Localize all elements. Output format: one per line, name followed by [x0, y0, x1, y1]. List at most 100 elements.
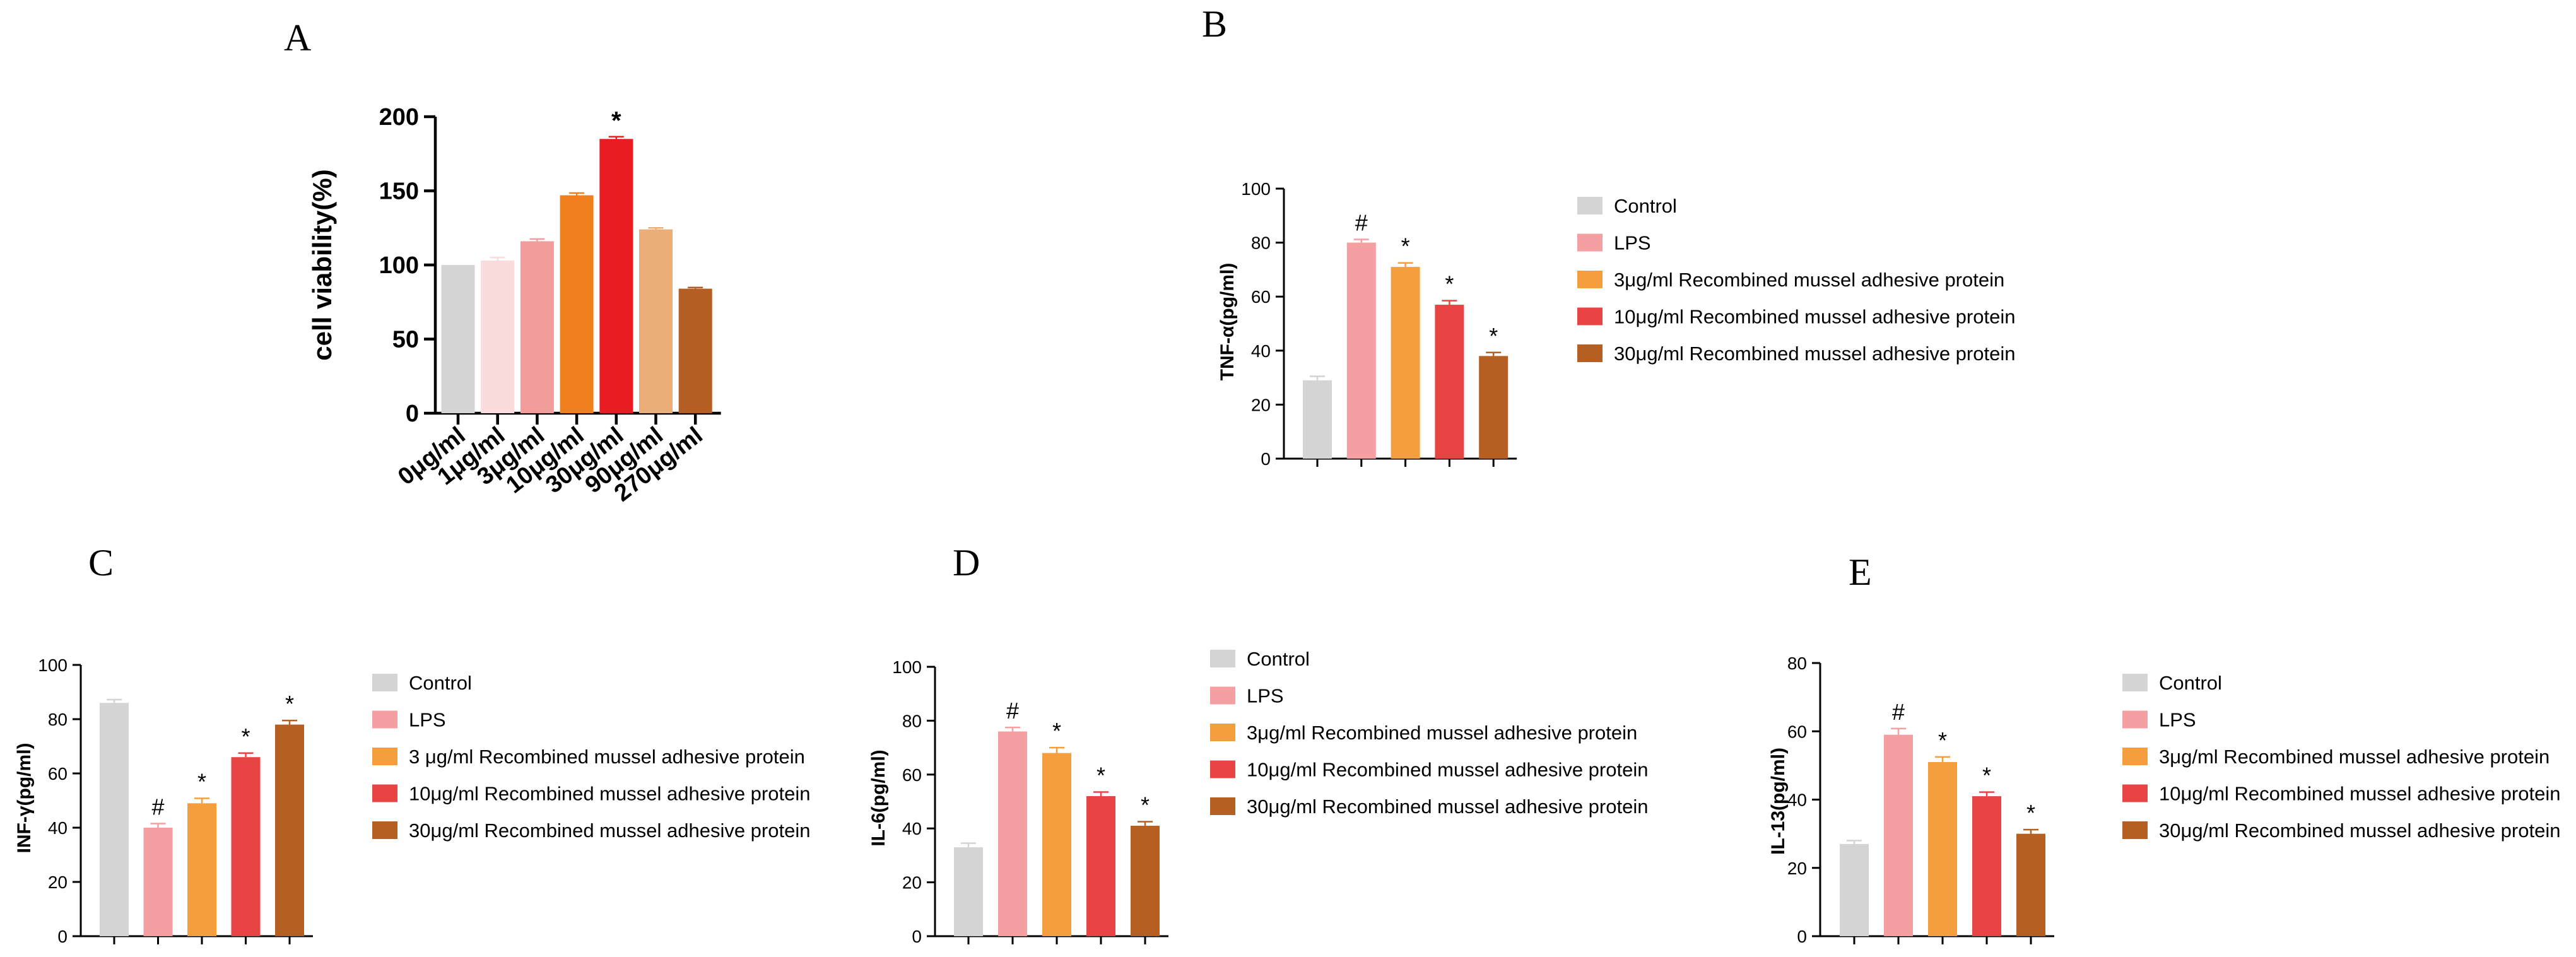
panel-a-bar: [520, 241, 554, 413]
panel-d-letter: D: [953, 542, 980, 584]
panel-d-legend-label: 10μg/ml Recombined mussel adhesive prote…: [1247, 759, 1648, 781]
panel-c-bar: [275, 724, 304, 936]
panel-d-y-tick-label: 20: [902, 873, 922, 893]
panel-a-y-tick-label: 50: [392, 327, 419, 353]
panel-b-legend-swatch: [1577, 271, 1603, 288]
panel-c-y-tick-label: 100: [38, 655, 68, 675]
panel-c-y-tick-label: 40: [48, 818, 68, 838]
panel-d-bar: [1042, 753, 1071, 936]
panel-b-letter: B: [1202, 3, 1227, 45]
panel-b-legend-swatch: [1577, 344, 1603, 362]
panel-c-legend-label: 10μg/ml Recombined mussel adhesive prote…: [409, 783, 810, 805]
panel-c-bar: [143, 828, 173, 936]
panel-b-y-tick-label: 20: [1251, 395, 1271, 414]
panel-e-y-tick-label: 80: [1787, 654, 1807, 673]
panel-b-significance-mark: #: [1355, 209, 1368, 235]
panel-e-legend-label: LPS: [2159, 709, 2196, 731]
panel-b-bar: [1303, 380, 1332, 459]
panel-a-y-tick-label: 100: [379, 252, 419, 279]
panel-a-y-tick-label: 200: [379, 104, 419, 131]
panel-e-legend-label: 10μg/ml Recombined mussel adhesive prote…: [2159, 783, 2560, 805]
panel-d-legend-swatch: [1210, 686, 1235, 705]
panel-b-y-tick-label: 40: [1251, 341, 1271, 361]
panel-c-bar: [231, 757, 261, 936]
panel-a-y-tick-label: 0: [406, 401, 419, 427]
panel-d-y-tick-label: 80: [902, 711, 922, 731]
panel-c-y-tick-label: 80: [48, 710, 68, 729]
panel-d-significance-mark: *: [1097, 763, 1105, 789]
panel-c-significance-mark: *: [197, 769, 206, 795]
panel-d-legend-swatch: [1210, 760, 1235, 778]
panel-e-y-tick-label: 60: [1787, 722, 1807, 741]
panel-e: E 0 20 40 60 80 IL-13(pg/ml) # * * * Control LPS 3μg/…: [1768, 551, 2560, 946]
panel-c-significance-mark: *: [241, 724, 250, 749]
panel-a-bar: [441, 265, 475, 413]
panel-e-legend-swatch: [2122, 710, 2148, 729]
panel-e-significance-mark: *: [1982, 763, 1991, 789]
panel-b-legend-label: 3μg/ml Recombined mussel adhesive protei…: [1614, 269, 2004, 291]
panel-a-y-tick-label: 150: [379, 179, 419, 205]
panel-b-legend-label: 30μg/ml Recombined mussel adhesive prote…: [1614, 343, 2015, 365]
panel-b-legend-swatch: [1577, 307, 1603, 326]
panel-e-letter: E: [1849, 551, 1872, 593]
panel-b-bar: [1346, 242, 1376, 459]
panel-d-legend-label: 3μg/ml Recombined mussel adhesive protei…: [1247, 722, 1637, 744]
panel-b-y-axis-label: TNF-α(pg/ml): [1217, 263, 1238, 381]
panel-d-bar: [1131, 825, 1160, 936]
panel-c-y-axis-label: INF-γ(pg/ml): [14, 743, 35, 854]
panel-c-significance-mark: *: [285, 691, 294, 717]
panel-d: D 0 20 40 60 80 100 IL-6(pg/ml) # * * * Control LPS 3μ…: [868, 542, 1648, 946]
panel-c-legend-label: 3 μg/ml Recombined mussel adhesive prote…: [409, 746, 805, 768]
panel-c-legend-swatch: [372, 674, 397, 691]
panel-c-legend-label: 30μg/ml Recombined mussel adhesive prote…: [409, 819, 810, 842]
panel-e-legend-swatch: [2122, 784, 2148, 802]
panel-b-legend-label: LPS: [1614, 232, 1651, 254]
panel-a-bar: [639, 229, 673, 413]
panel-b-significance-mark: *: [1445, 271, 1454, 297]
panel-b-y-tick-label: 100: [1241, 179, 1271, 199]
panel-c-legend-swatch: [372, 821, 397, 839]
panel-d-bar: [1086, 796, 1115, 936]
panel-d-legend-label: LPS: [1247, 685, 1284, 707]
panel-b-bar: [1479, 356, 1509, 459]
panel-d-bar: [998, 731, 1027, 936]
panel-c-y-tick-label: 0: [57, 927, 68, 946]
panel-c-legend-swatch: [372, 748, 397, 765]
panel-d-y-tick-label: 40: [902, 819, 922, 838]
panel-b-significance-mark: *: [1401, 233, 1410, 259]
panel-e-legend-swatch: [2122, 674, 2148, 691]
panel-c-y-tick-label: 20: [48, 872, 68, 892]
panel-c-legend-swatch: [372, 784, 397, 802]
panel-e-y-axis-label: IL-13(pg/ml): [1768, 748, 1789, 855]
panel-d-y-tick-label: 0: [912, 927, 922, 946]
panel-d-y-axis-label: IL-6(pg/ml): [868, 749, 889, 846]
panel-d-legend-swatch: [1210, 724, 1235, 741]
panel-d-significance-mark: #: [1006, 698, 1019, 724]
panel-b-y-tick-label: 0: [1261, 449, 1271, 469]
panel-a-significance-mark: *: [611, 107, 621, 135]
panel-c-legend-swatch: [372, 710, 397, 729]
panel-b-legend-label: Control: [1614, 195, 1677, 217]
panel-e-bar: [1972, 796, 2001, 936]
panel-c-significance-mark: #: [151, 794, 164, 820]
panel-e-bar: [1840, 843, 1869, 936]
panel-d-legend-label: Control: [1247, 648, 1310, 670]
panel-b-y-tick-label: 60: [1251, 287, 1271, 307]
panel-b-y-tick-label: 80: [1251, 233, 1271, 253]
panel-d-legend-label: 30μg/ml Recombined mussel adhesive prote…: [1247, 796, 1648, 818]
panel-e-legend-label: Control: [2159, 672, 2222, 694]
panel-b-legend-swatch: [1577, 197, 1603, 214]
panel-e-legend-swatch: [2122, 821, 2148, 839]
panel-b: B 0 20 40 60 80 100 TNF-α(pg/ml) # * * * Control LPS 3…: [1202, 3, 2015, 469]
panel-c-bar: [187, 803, 216, 936]
panel-d-bar: [954, 847, 983, 936]
panel-a-bar: [481, 260, 515, 413]
panel-e-bar: [1928, 761, 1957, 936]
panel-c-legend-label: LPS: [409, 709, 446, 731]
panel-b-significance-mark: *: [1489, 323, 1498, 349]
panel-e-significance-mark: *: [2026, 800, 2035, 826]
panel-e-y-tick-label: 0: [1797, 927, 1807, 946]
panel-e-significance-mark: *: [1938, 727, 1947, 753]
